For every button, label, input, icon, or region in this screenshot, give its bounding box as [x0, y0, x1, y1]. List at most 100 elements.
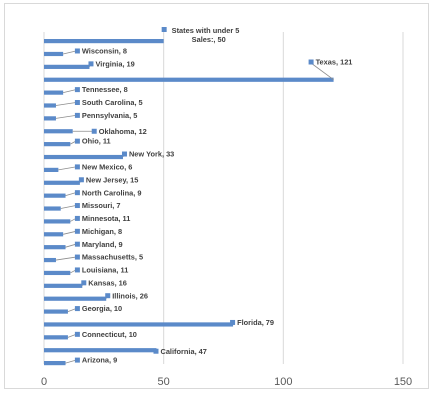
data-label-line: Missouri, 7: [82, 201, 121, 210]
data-label-marker: [88, 61, 94, 67]
data-label-line: Sales:, 50: [192, 35, 226, 44]
data-label-marker: [74, 203, 80, 209]
data-label: North Carolina, 9: [82, 188, 142, 197]
data-label-line: North Carolina, 9: [82, 188, 142, 197]
bar-virginia: [44, 64, 90, 69]
leader-line: [63, 230, 76, 235]
data-label-line: Texas, 121: [316, 58, 353, 67]
leader-line: [65, 359, 77, 364]
data-label-marker: [74, 228, 80, 234]
data-label-marker: [74, 241, 80, 247]
bar-kansas: [44, 283, 83, 288]
x-tick-label-150: 150: [394, 376, 412, 388]
bar-louisiana: [44, 270, 71, 276]
data-label-line: Ohio, 11: [82, 137, 111, 146]
data-label-marker: [121, 151, 127, 157]
data-label-marker: [161, 27, 167, 32]
data-label-line: New Mexico, 6: [82, 163, 133, 172]
data-label: Wisconsin, 8: [82, 47, 127, 56]
bar-ohio: [44, 142, 71, 147]
data-label-line: States with under 5: [172, 26, 240, 35]
data-label: Ohio, 11: [82, 137, 111, 146]
leader-line: [63, 89, 76, 94]
data-label: Oklahoma, 12: [99, 127, 147, 136]
data-label-marker: [91, 128, 97, 134]
data-label-marker: [78, 177, 84, 183]
data-label: Missouri, 7: [82, 201, 121, 210]
data-label-marker: [74, 112, 80, 118]
leader-line: [55, 256, 76, 261]
leader-line: [58, 166, 76, 171]
bar-arizona: [44, 361, 66, 366]
data-label-marker: [74, 100, 80, 105]
data-label-line: Tennessee, 8: [82, 85, 128, 94]
leader-line: [65, 243, 77, 248]
data-label-line: Massachusetts, 5: [82, 253, 143, 262]
data-label-marker: [74, 138, 80, 144]
bar-missouri: [44, 206, 61, 211]
data-label-line: Louisiana, 11: [82, 266, 128, 275]
data-label-line: New Jersey, 15: [86, 175, 138, 184]
data-label-line: Minnesota, 11: [82, 214, 130, 223]
data-label: Arizona, 9: [82, 356, 117, 365]
data-label-line: Wisconsin, 8: [82, 47, 127, 56]
data-label: Connecticut, 10: [82, 330, 137, 339]
data-label-marker: [74, 254, 80, 260]
data-label: Louisiana, 11: [82, 266, 128, 275]
leader-line: [63, 50, 76, 55]
data-label-marker: [81, 280, 87, 286]
data-label: New York, 33: [129, 150, 174, 159]
data-label-marker: [74, 331, 80, 337]
data-label-marker: [74, 357, 80, 363]
data-label-line: Kansas, 16: [88, 278, 127, 287]
data-label-line: Pennsylvania, 5: [82, 111, 137, 120]
bar-pennsylvania: [44, 116, 56, 121]
data-label-line: Virginia, 19: [95, 59, 134, 68]
bar-states-with-under-5-sales: [44, 39, 164, 44]
bar-massachusetts: [44, 257, 56, 263]
bar-michigan: [44, 232, 64, 237]
bar-new-mexico: [44, 167, 59, 172]
data-label: Illinois, 26: [112, 291, 148, 300]
bar-new-york: [44, 154, 123, 160]
data-label-line: Connecticut, 10: [82, 330, 137, 339]
data-label-marker: [74, 267, 80, 273]
bar-connecticut: [44, 335, 68, 340]
data-label-line: South Carolina, 5: [82, 98, 143, 107]
data-label: Pennsylvania, 5: [82, 111, 137, 120]
data-label: Michigan, 8: [82, 227, 122, 236]
data-label: Florida, 79: [237, 318, 274, 327]
data-label: Massachusetts, 5: [82, 253, 143, 262]
data-label-marker: [74, 164, 80, 170]
bar-florida: [44, 322, 234, 327]
bar-illinois: [44, 296, 107, 301]
data-label: New Mexico, 6: [82, 163, 133, 172]
bar-new-jersey: [44, 180, 80, 185]
data-label-line: Arizona, 9: [82, 356, 117, 365]
leader-line: [67, 333, 77, 338]
data-label: California, 47: [160, 347, 206, 356]
x-tick-label-50: 50: [158, 376, 170, 388]
data-label-marker: [74, 215, 80, 221]
bar-wisconsin: [44, 51, 64, 57]
data-label: New Jersey, 15: [86, 175, 138, 184]
data-label-marker: [74, 306, 80, 312]
data-label-line: New York, 33: [129, 150, 174, 159]
leader-line: [65, 192, 77, 197]
x-tick-label-100: 100: [274, 376, 292, 388]
data-label: Georgia, 10: [82, 304, 122, 313]
data-label-marker: [230, 319, 236, 325]
data-label-line: Florida, 79: [237, 318, 274, 327]
data-label-line: California, 47: [160, 347, 206, 356]
data-label-marker: [74, 48, 80, 54]
data-label-line: Michigan, 8: [82, 227, 122, 236]
bar-maryland: [44, 245, 66, 250]
data-label-line: Illinois, 26: [112, 291, 148, 300]
chart-frame: [4, 3, 429, 389]
leader-line: [60, 205, 76, 209]
leader-line: [67, 308, 77, 312]
bar-south-carolina: [44, 103, 56, 108]
bar-minnesota: [44, 219, 71, 224]
